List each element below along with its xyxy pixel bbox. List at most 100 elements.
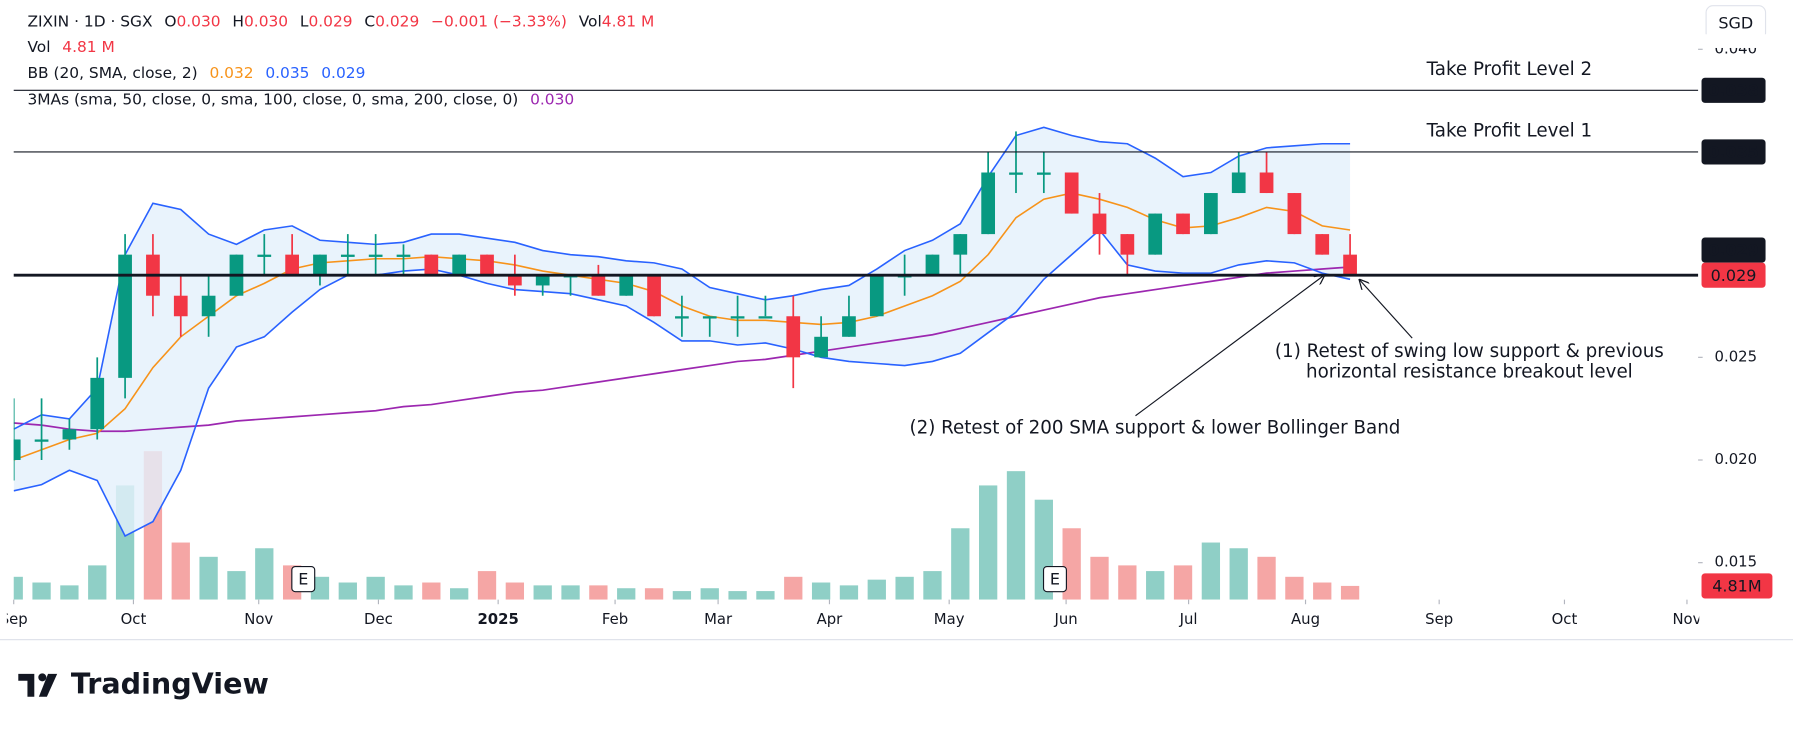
x-tick-label: Feb xyxy=(602,610,628,628)
legend-vol: Vol 4.81 M xyxy=(27,37,114,55)
volume-bar xyxy=(1257,556,1276,600)
x-tick-label: Mar xyxy=(704,610,733,628)
volume-bar xyxy=(589,585,608,600)
candle-body xyxy=(1315,234,1330,255)
event-label: E xyxy=(298,570,308,589)
volume-bar xyxy=(477,571,497,600)
ohlc-key: C xyxy=(364,12,375,30)
candle-body xyxy=(62,429,77,440)
legend-main: ZIXIN · 1D · SGX O0.030 H0.030 L0.029 C0… xyxy=(27,12,654,30)
volume-bar xyxy=(811,582,831,600)
level-label: Take Profit Level 2 xyxy=(1426,59,1592,80)
volume-bar xyxy=(617,588,636,600)
level-label: Take Profit Level 1 xyxy=(1426,120,1592,141)
volume-bar xyxy=(644,588,664,600)
axis-mask xyxy=(1699,605,1723,636)
candle-body xyxy=(1092,213,1107,235)
volume-bar xyxy=(895,576,914,600)
x-tick-label: Jul xyxy=(1179,610,1198,628)
ohlc-value: 0.030 xyxy=(244,12,288,30)
volume-bar xyxy=(1313,582,1332,600)
volume-bar xyxy=(422,582,441,600)
bb-basis: 0.032 xyxy=(209,64,253,82)
volume-bar xyxy=(839,585,859,600)
x-tick-label: Oct xyxy=(1552,610,1578,628)
candle-body xyxy=(730,316,745,319)
volume-bar xyxy=(951,528,970,600)
candle-body xyxy=(535,275,550,286)
volume-bar xyxy=(1062,528,1081,600)
annotation-arrow xyxy=(1135,275,1324,417)
bb-name: BB (20, SMA, close, 2) xyxy=(27,64,197,82)
bb-upper-line xyxy=(13,126,1351,430)
candle-body xyxy=(953,234,968,255)
candle-body xyxy=(869,275,884,317)
candle-body xyxy=(675,316,689,319)
volume-bar xyxy=(171,542,190,600)
ohlc-key: L xyxy=(300,12,309,30)
vol-key: Vol xyxy=(579,12,602,30)
volume-badge-label: 4.81M xyxy=(1712,577,1761,596)
candle-body xyxy=(619,275,634,296)
volume-bar xyxy=(32,582,51,600)
candle-body xyxy=(424,254,439,276)
volume-bar xyxy=(533,585,552,600)
annotation: horizontal resistance breakout level xyxy=(1306,361,1633,382)
bb-lower: 0.029 xyxy=(321,64,365,82)
vol-name: Vol xyxy=(27,37,50,55)
candle-body xyxy=(396,254,411,257)
ohlc-value: 0.029 xyxy=(375,12,419,30)
candle-body xyxy=(173,295,188,317)
candle-body xyxy=(313,254,327,276)
logo: TradingView xyxy=(18,666,269,700)
x-tick-label: Oct xyxy=(121,610,147,628)
candle-body xyxy=(1231,172,1246,194)
candle-body xyxy=(13,439,21,461)
y-tick-label: 0.015 xyxy=(1715,553,1758,571)
ohlc-key: O xyxy=(164,12,176,30)
volume-bar xyxy=(88,565,107,600)
candle-body xyxy=(1204,193,1218,235)
legend-bb: BB (20, SMA, close, 2) 0.032 0.035 0.029 xyxy=(27,64,365,82)
volume-bar xyxy=(450,588,469,600)
candle-body xyxy=(647,275,661,317)
volume-bar xyxy=(756,591,775,600)
annotation: (1) Retest of swing low support & previo… xyxy=(1275,341,1664,362)
candle-body xyxy=(1036,172,1051,175)
candle-body xyxy=(452,254,467,276)
volume-bar xyxy=(1146,571,1165,600)
volume-bar xyxy=(227,571,246,600)
price-badge xyxy=(1701,77,1766,103)
candle-body xyxy=(1120,234,1135,255)
volume-bar xyxy=(1006,471,1026,600)
candle-body xyxy=(480,254,494,276)
y-tick-label: 0.020 xyxy=(1715,450,1758,468)
currency[interactable]: SGD xyxy=(1718,13,1753,32)
candle-body xyxy=(1259,172,1274,194)
last-price-label: 0.029 xyxy=(1711,266,1757,285)
volume-bar xyxy=(13,576,23,600)
price-badge-label: 0.029 xyxy=(1708,241,1759,260)
candle-body xyxy=(340,254,355,257)
price-badge xyxy=(1701,237,1766,263)
bb-upper: 0.035 xyxy=(265,64,309,82)
x-tick-label: Sep xyxy=(1425,610,1453,628)
price-badge xyxy=(1701,139,1766,165)
volume-bar xyxy=(366,576,385,600)
x-tick-label: Apr xyxy=(817,610,844,628)
volume-bar xyxy=(979,485,998,600)
axis-mask xyxy=(0,605,7,636)
mas-value: 0.030 xyxy=(530,90,574,108)
candle-body xyxy=(368,254,383,257)
candle-body xyxy=(1176,213,1190,235)
volume-bar xyxy=(867,579,886,600)
price-badge-label: 0.038 xyxy=(1708,81,1759,100)
annotation-arrow xyxy=(1360,280,1413,339)
symbol: ZIXIN · 1D · SGX xyxy=(27,12,153,30)
volume-bar xyxy=(255,548,274,600)
overlay: Take Profit Level 2 Take Profit Level 1 E E… xyxy=(13,59,1699,593)
x-tick-label: May xyxy=(934,610,965,628)
x-tick-label: Sep xyxy=(0,610,28,628)
volume-bar xyxy=(728,591,747,600)
